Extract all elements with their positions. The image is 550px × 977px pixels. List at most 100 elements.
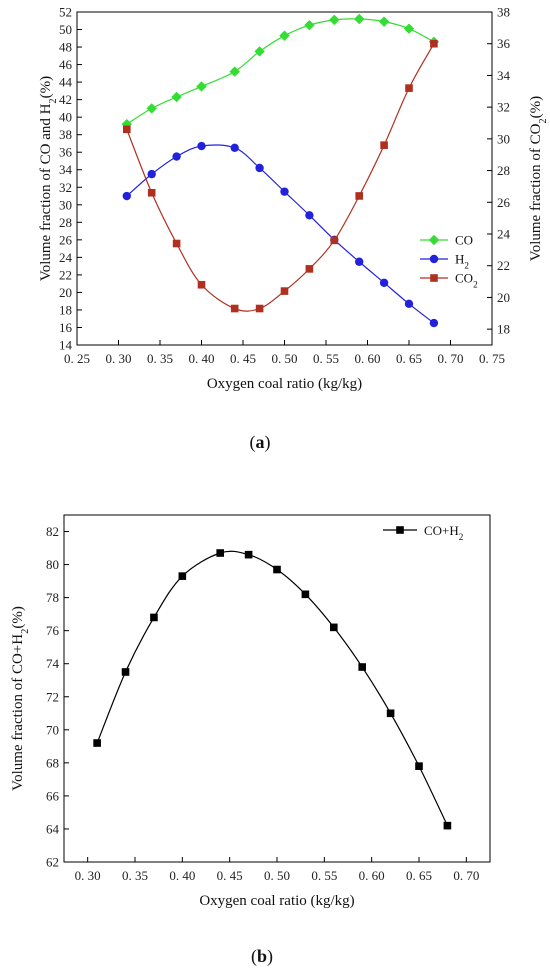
legend-label-sub: 2 [473,280,478,290]
legend-label-part: CO [455,271,473,286]
y-tick-label: 64 [46,821,60,836]
series-line-0 [96,550,448,826]
caption-b: (b) [251,946,273,967]
y-left-tick-label: 40 [59,110,72,125]
y-right-tick-label: 36 [497,36,511,51]
y-tick-label: 68 [46,755,59,770]
y-left-tick-label: 38 [59,127,72,142]
series-0-point [443,821,452,830]
series-0-point [229,66,240,77]
x-tick-label: 0. 50 [272,351,298,366]
series-2-point [380,141,388,149]
series-0-point [254,46,265,57]
y-left-tick-label: 24 [59,250,73,265]
y-left-axis-label: Volume fraction of CO and H2(%) [38,76,59,281]
y-axis-label-tail: (%) [10,606,26,629]
caption-a-close: ) [265,432,271,453]
series-1-point [379,278,389,287]
y-left-tick-label: 18 [59,302,72,317]
y-right-tick-label: 22 [497,258,510,273]
chart-b: 0. 30 0. 35 0. 40 0. 45 0. 50 0. 55 0. 60 0. 65… [10,514,491,967]
y-left-tick-label: 22 [59,267,72,282]
series-0-point [329,14,340,26]
x-axis-label: Oxygen coal ratio (kg/kg) [207,376,362,392]
y-tick-label: 80 [46,557,59,572]
y-left-axis-label-tail: (%) [38,76,54,99]
series-2-point [197,280,206,289]
series-0-point [354,13,365,25]
legend-label-sub: 2 [464,261,469,271]
series-0-point [146,103,157,114]
x-tick-label: 0. 70 [453,868,479,883]
series-1-point [172,152,181,161]
x-tick-label: 0. 35 [147,351,173,366]
y-right-tick-label: 32 [497,100,510,115]
series-0-point [279,30,290,41]
y-right-tick-label: 28 [497,163,510,178]
series-2-point [230,304,239,313]
series-1-point [404,299,414,309]
legend-label: H2 [455,252,469,271]
x-tick-label: 0. 60 [355,351,381,366]
legend-label: CO+H2 [424,523,464,542]
y-left-tick-label: 34 [59,162,73,177]
series-0-point [273,565,281,574]
series-2-point [405,84,413,92]
series-1-point [122,191,131,201]
series-1-point [305,211,314,220]
series-1-point [280,187,289,196]
series-1-point [230,143,239,153]
y-tick-label: 62 [46,855,59,870]
series-2-point [123,125,131,134]
y-tick-label: 82 [46,524,59,539]
series-2-point [172,239,181,248]
series-0-point [386,709,395,718]
series-0-point [216,549,224,557]
legend-marker [430,274,438,282]
y-right-axis-label: Volume fraction of CO2(%) [528,96,549,261]
series-0-point [304,19,315,31]
y-left-tick-label: 14 [59,338,73,353]
y-left-tick-label: 26 [59,232,73,247]
x-tick-label: 0. 40 [169,868,195,883]
series-2-point [255,304,264,313]
series-0-point [178,572,187,580]
series-1-point [197,141,206,151]
y-left-tick-label: 52 [59,5,72,20]
y-left-tick-label: 28 [59,215,72,230]
series-2-point [147,188,156,197]
caption-a-open: ( [250,432,256,453]
series-0-point [378,16,390,27]
x-tick-label: 0. 25 [64,351,90,366]
x-tick-label: 0. 65 [406,868,432,883]
series-0-point [150,613,158,622]
series-2-point [430,39,438,48]
y-tick-label: 78 [46,590,59,605]
series-line-2 [126,43,435,312]
y-tick-label: 76 [46,623,60,638]
series-0-point [196,81,207,92]
y-left-tick-label: 36 [59,145,73,160]
series-line-1 [126,144,435,324]
series-1-point [429,318,439,328]
y-right-tick-label: 24 [497,227,511,242]
series-0-point [93,739,101,747]
y-left-tick-label: 30 [59,197,72,212]
caption-b-open: ( [251,946,257,967]
x-tick-label: 0. 50 [264,868,290,883]
y-left-tick-label: 48 [59,40,72,55]
series-0-point [403,23,415,34]
y-left-tick-label: 44 [59,75,73,90]
y-left-tick-label: 20 [59,285,72,300]
x-tick-label: 0. 55 [313,351,339,366]
series-0-point [301,590,310,599]
y-right-axis-label-tail: (%) [528,96,544,119]
x-tick-label: 0. 65 [396,351,422,366]
y-left-axis-label-part: Volume fraction of CO and H [38,103,54,281]
y-tick-label: 66 [46,788,60,803]
plot-frame [76,11,493,346]
caption-a-letter: a [256,432,265,452]
y-left-tick-label: 16 [59,320,73,335]
legend-label-part: CO+H [424,523,459,538]
